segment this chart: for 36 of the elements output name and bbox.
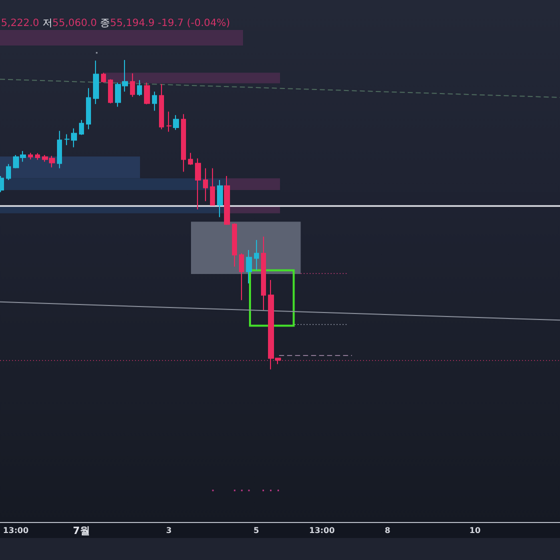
- x-tick-label: 8: [384, 526, 391, 535]
- candlestick: [239, 252, 244, 301]
- candlestick: [101, 72, 106, 84]
- x-tick-label: 7월: [72, 526, 90, 537]
- candlestick: [173, 114, 179, 130]
- candlestick: [152, 91, 157, 112]
- candlestick: [246, 249, 252, 284]
- candlestick: [224, 176, 230, 226]
- candlestick: [35, 152, 40, 160]
- candlestick: [188, 152, 193, 166]
- candlestick: [130, 72, 135, 98]
- candlestick: [108, 78, 113, 104]
- x-tick-label: 13:00: [309, 526, 336, 535]
- candlestick: [203, 168, 208, 202]
- x-tick-label: 5: [254, 526, 260, 535]
- x-tick-label: 13:00: [3, 526, 29, 535]
- candlestick: [232, 222, 237, 268]
- candlestick: [6, 163, 11, 181]
- candlestick: [79, 120, 84, 136]
- candlestick: [166, 111, 172, 132]
- candlestick: [181, 114, 186, 172]
- candlestick: [137, 80, 142, 96]
- candlestick: [86, 88, 91, 130]
- text: 5,222.0 저55,060.0 종55,194.9 -19.7 (-0.04%): [1, 18, 230, 29]
- candlestick: [28, 152, 33, 160]
- x-tick-label: 10: [469, 526, 481, 535]
- candlestick: [261, 236, 266, 310]
- candlestick: [217, 180, 223, 218]
- candlestick: [57, 130, 62, 169]
- candlestick: [93, 60, 99, 104]
- x-tick-label: 3: [166, 526, 172, 535]
- candlestick: [254, 240, 259, 271]
- candlestick: [195, 158, 201, 210]
- candlestick: [159, 84, 164, 130]
- candlestick: [210, 168, 215, 206]
- candlestick: [144, 82, 150, 105]
